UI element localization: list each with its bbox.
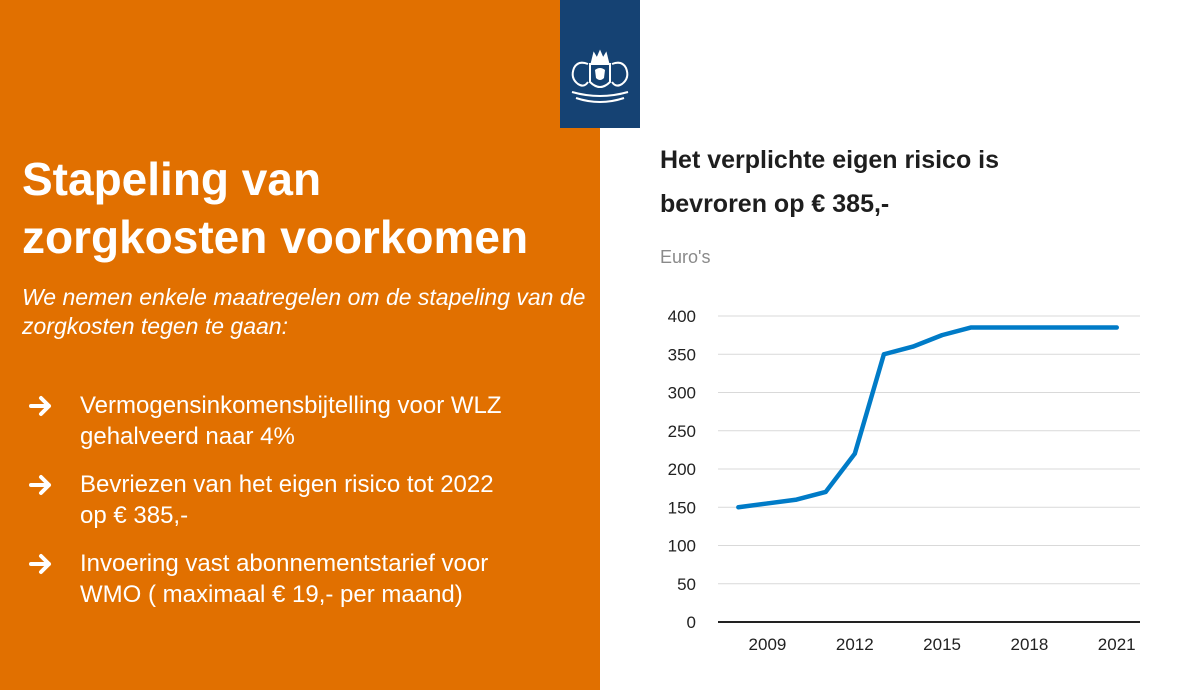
- data-point: [910, 344, 915, 349]
- y-tick-label: 250: [668, 422, 696, 441]
- x-tick-label: 2012: [836, 635, 874, 654]
- data-point: [881, 352, 886, 357]
- list-item: Invoering vast abonnementstarief voor WM…: [28, 548, 588, 610]
- data-point: [969, 325, 974, 330]
- government-logo: [560, 0, 640, 128]
- bullet-line2: WMO ( maximaal € 19,- per maand): [80, 581, 463, 608]
- line-chart: 0 50 100 150 200 250 300 350 400 2009 2012 2015 2018…: [668, 307, 1140, 654]
- y-tick-label: 200: [668, 460, 696, 479]
- arrow-right-icon: [29, 396, 51, 416]
- bullet-line1: Invoering vast abonnementstarief voor: [80, 550, 489, 577]
- data-point: [940, 333, 945, 338]
- chart-title: Het verplichte eigen risico is bevroren …: [660, 138, 1180, 226]
- chart-title-line2: bevroren op € 385,-: [660, 190, 890, 218]
- data-point: [852, 451, 857, 456]
- y-tick-label: 300: [668, 384, 696, 403]
- bullet-line1: Vermogensinkomensbijtelling voor WLZ: [80, 392, 502, 419]
- y-tick-label: 100: [668, 537, 696, 556]
- data-point: [823, 489, 828, 494]
- data-point: [794, 497, 799, 502]
- bullet-line1: Bevriezen van het eigen risico tot 2022: [80, 471, 494, 498]
- data-point: [1085, 325, 1090, 330]
- y-tick-label: 400: [668, 307, 696, 326]
- series-line: [736, 325, 1119, 510]
- arrow-right-icon: [29, 554, 51, 574]
- y-tick-label: 350: [668, 345, 696, 364]
- data-point: [765, 501, 770, 506]
- x-tick-label: 2009: [749, 635, 787, 654]
- data-point: [998, 325, 1003, 330]
- x-tick-label: 2018: [1010, 635, 1048, 654]
- y-tick-label: 0: [687, 613, 696, 632]
- data-point: [1056, 325, 1061, 330]
- main-title-line1: Stapeling van: [22, 153, 322, 205]
- bullet-line2: gehalveerd naar 4%: [80, 423, 295, 450]
- x-tick-label: 2015: [923, 635, 961, 654]
- chart-title-line1: Het verplichte eigen risico is: [660, 146, 1000, 174]
- list-item: Vermogensinkomensbijtelling voor WLZ geh…: [28, 390, 588, 452]
- y-tick-label: 150: [668, 498, 696, 517]
- x-tick-label: 2021: [1098, 635, 1136, 654]
- data-point: [1027, 325, 1032, 330]
- intro-text: We nemen enkele maatregelen om de stapel…: [22, 284, 586, 339]
- y-tick-label: 50: [677, 575, 696, 594]
- measures-list: Vermogensinkomensbijtelling voor WLZ geh…: [28, 390, 588, 627]
- main-title-line2: zorgkosten voorkomen: [22, 211, 529, 263]
- bullet-line2: op € 385,-: [80, 502, 189, 529]
- arrow-right-icon: [29, 475, 51, 495]
- y-axis-label: Euro's: [660, 247, 711, 267]
- left-panel: Stapeling van zorgkosten voorkomen We ne…: [0, 0, 600, 690]
- main-title: Stapeling van zorgkosten voorkomen: [22, 150, 592, 266]
- data-point: [736, 505, 741, 510]
- data-point: [1114, 325, 1119, 330]
- list-item: Bevriezen van het eigen risico tot 2022 …: [28, 469, 588, 531]
- coat-of-arms-icon: [571, 49, 629, 103]
